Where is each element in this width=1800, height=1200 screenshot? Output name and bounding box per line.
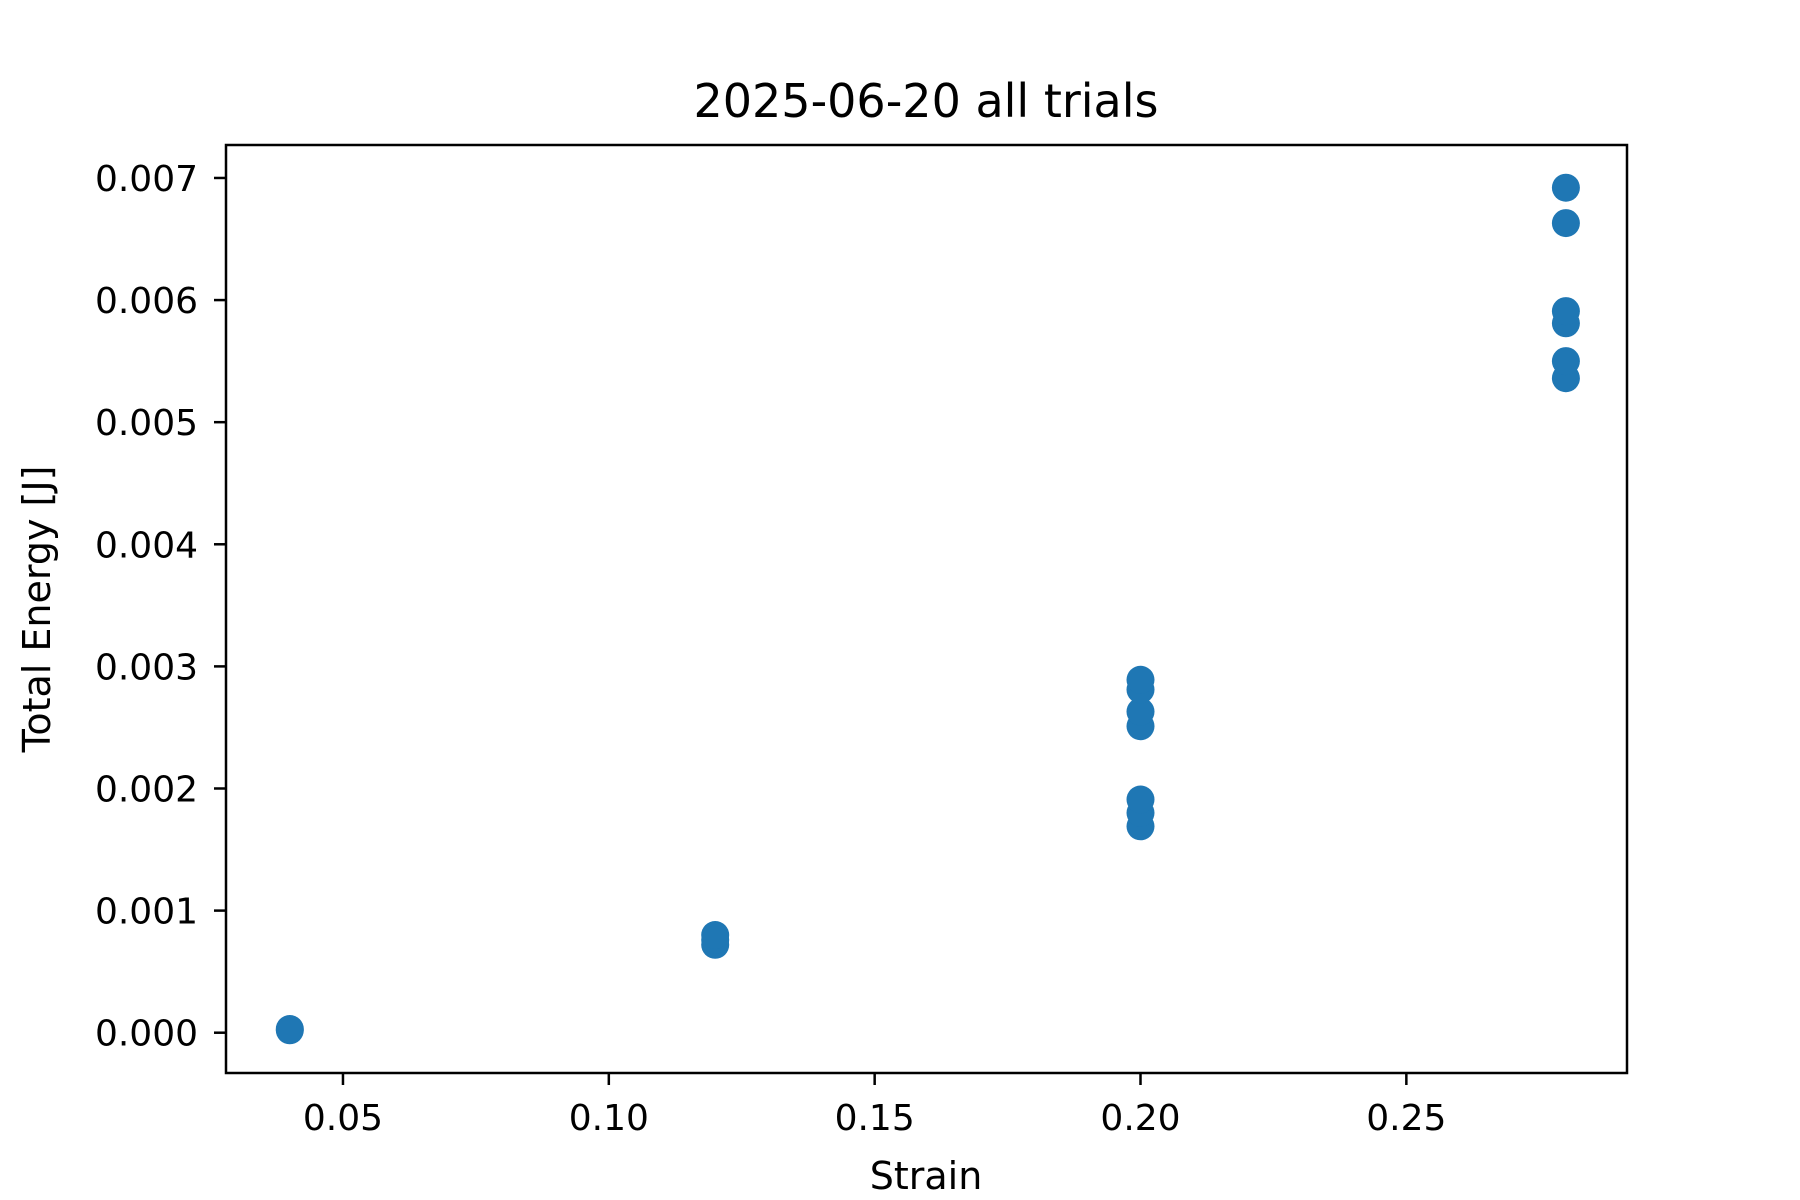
- data-point: [1126, 697, 1155, 726]
- y-tick-label: 0.000: [95, 1014, 198, 1055]
- y-tick-label: 0.002: [95, 769, 198, 810]
- x-axis-ticks: 0.05 0.10 0.15 0.20 0.25: [303, 1073, 1446, 1139]
- data-point: [1551, 173, 1580, 202]
- x-axis-label: Strain: [870, 1154, 983, 1198]
- y-tick-label: 0.006: [95, 281, 198, 322]
- y-axis-ticks: 0.000 0.001 0.002 0.003 0.004 0.005 0.006 0.007: [95, 159, 226, 1055]
- data-point: [275, 1015, 304, 1043]
- y-tick-label: 0.003: [95, 647, 198, 688]
- data-point: [1551, 209, 1580, 238]
- x-tick-label: 0.05: [303, 1098, 383, 1139]
- x-tick-label: 0.15: [835, 1098, 915, 1139]
- data-point: [701, 921, 730, 949]
- x-tick-label: 0.20: [1100, 1098, 1180, 1139]
- data-points: [275, 173, 1580, 1045]
- data-point: [1126, 665, 1155, 694]
- y-tick-label: 0.005: [95, 403, 198, 444]
- x-tick-label: 0.10: [569, 1098, 649, 1139]
- data-point: [1126, 785, 1155, 814]
- y-tick-label: 0.001: [95, 892, 198, 933]
- plot-area-frame: [224, 143, 1629, 1075]
- y-tick-label: 0.007: [95, 159, 198, 200]
- data-point: [1551, 297, 1580, 326]
- y-tick-label: 0.004: [95, 525, 198, 566]
- x-tick-label: 0.25: [1366, 1098, 1446, 1139]
- data-point: [1551, 347, 1580, 376]
- y-axis-label: Total Energy [J]: [15, 466, 59, 754]
- chart-title: 2025-06-20 all trials: [694, 74, 1159, 128]
